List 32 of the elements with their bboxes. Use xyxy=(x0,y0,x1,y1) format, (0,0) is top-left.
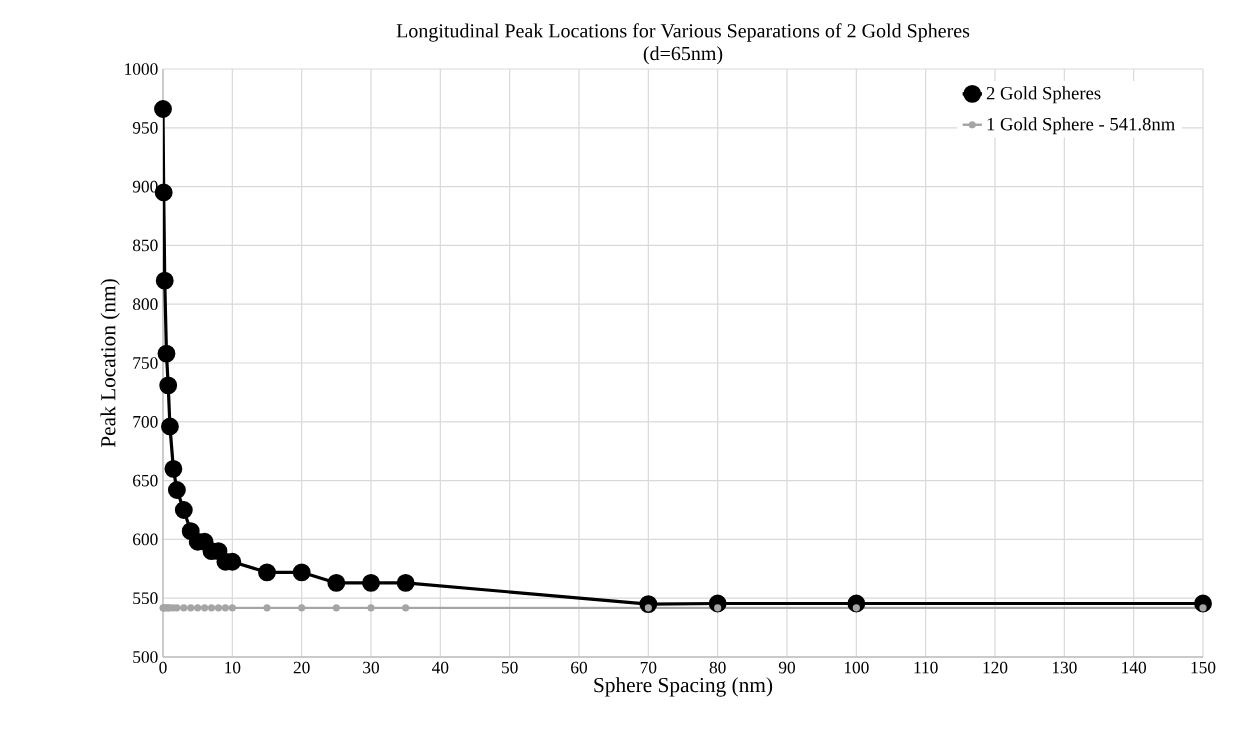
x-tick-label: 90 xyxy=(778,661,796,674)
x-tick-label: 120 xyxy=(983,661,1008,674)
x-tick-label: 100 xyxy=(844,661,869,674)
chart-title: Longitudinal Peak Locations for Various Separations of 2 Gold Spheres (d=65nm) xyxy=(396,23,970,65)
y-tick-label: 500 xyxy=(133,651,158,663)
y-tick-label: 1000 xyxy=(125,63,158,75)
x-tick-label: 150 xyxy=(1191,661,1216,674)
x-tick-label: 60 xyxy=(571,661,588,674)
x-axis-title: Sphere Spacing (nm) xyxy=(594,677,773,697)
y-tick-label: 900 xyxy=(132,180,158,193)
x-tick-label: 40 xyxy=(432,661,449,674)
legend-label: 1 Gold Sphere - 541.8nm xyxy=(987,117,1175,135)
y-tick-label: 850 xyxy=(132,239,158,252)
y-tick-label: 950 xyxy=(132,121,158,134)
x-tick-label: 10 xyxy=(225,661,241,674)
x-tick-label: 20 xyxy=(293,661,310,674)
y-tick-label: 800 xyxy=(132,298,158,311)
x-tick-label: 80 xyxy=(709,661,726,674)
x-tick-label: 130 xyxy=(1052,661,1077,674)
x-tick-label: 30 xyxy=(363,661,380,674)
y-axis-title: Peak Location (nm) xyxy=(100,279,120,448)
x-tick-label: 0 xyxy=(159,661,167,674)
y-tick-label: 600 xyxy=(133,533,158,546)
y-tick-label: 750 xyxy=(133,357,158,369)
x-tick-label: 140 xyxy=(1122,661,1147,674)
y-tick-label: 650 xyxy=(133,474,158,487)
y-tick-label: 550 xyxy=(133,592,158,605)
y-tick-label: 700 xyxy=(133,415,158,428)
x-tick-label: 110 xyxy=(914,661,938,674)
x-tick-label: 50 xyxy=(502,661,518,674)
legend-label: 2 Gold Spheres xyxy=(986,86,1101,104)
x-tick-label: 70 xyxy=(640,661,657,674)
